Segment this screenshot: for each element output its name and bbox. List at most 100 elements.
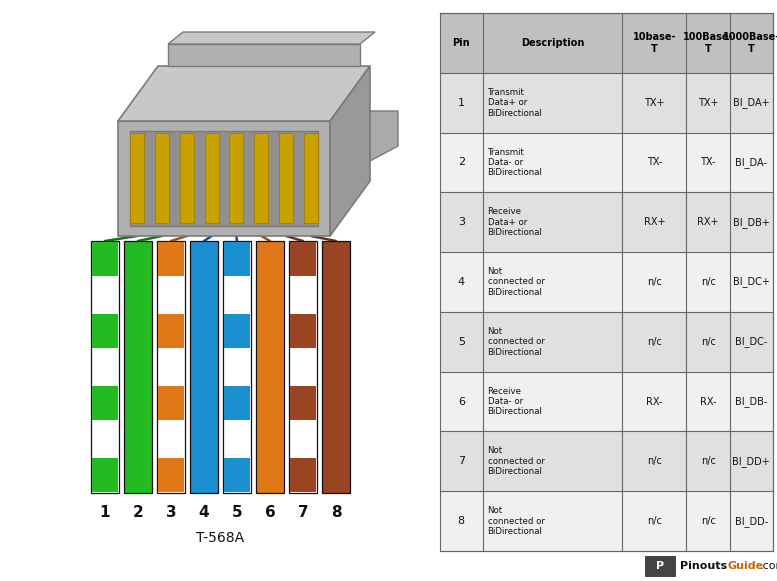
- Text: Description: Description: [521, 38, 584, 48]
- Polygon shape: [370, 111, 398, 161]
- Text: RX+: RX+: [697, 217, 719, 227]
- Bar: [256, 241, 284, 493]
- Bar: [130, 131, 318, 226]
- Text: 10base-
T: 10base- T: [632, 32, 676, 53]
- Text: n/c: n/c: [701, 456, 716, 467]
- Bar: [279, 133, 293, 223]
- Text: BI_DC-: BI_DC-: [735, 336, 768, 347]
- Text: n/c: n/c: [701, 516, 716, 526]
- Bar: [224, 242, 250, 276]
- Polygon shape: [168, 44, 360, 66]
- Bar: [158, 242, 184, 276]
- Text: 7: 7: [458, 456, 465, 467]
- Bar: [440, 432, 773, 491]
- Text: BI_DB+: BI_DB+: [733, 217, 770, 228]
- Bar: [92, 314, 118, 348]
- Text: RX+: RX+: [643, 217, 665, 227]
- Text: BI_DC+: BI_DC+: [733, 277, 770, 288]
- Text: BI_DA-: BI_DA-: [735, 157, 768, 168]
- Text: .com: .com: [760, 561, 777, 571]
- Bar: [290, 386, 316, 420]
- Text: 7: 7: [298, 505, 308, 520]
- Bar: [224, 458, 250, 492]
- Text: Guide: Guide: [727, 561, 763, 571]
- Bar: [118, 121, 330, 236]
- Text: 3: 3: [166, 505, 176, 520]
- Text: 4: 4: [458, 277, 465, 287]
- Text: TX-: TX-: [646, 157, 662, 167]
- Bar: [158, 458, 184, 492]
- Text: Not
connected or
BiDirectional: Not connected or BiDirectional: [488, 506, 545, 536]
- Bar: [440, 312, 773, 372]
- Text: TX+: TX+: [698, 98, 718, 107]
- Text: Transmit
Data- or
BiDirectional: Transmit Data- or BiDirectional: [488, 148, 542, 177]
- Bar: [130, 133, 144, 223]
- Text: 3: 3: [458, 217, 465, 227]
- Bar: [91, 241, 119, 493]
- Text: 5: 5: [458, 337, 465, 347]
- Bar: [92, 242, 118, 276]
- Text: P: P: [656, 561, 664, 571]
- Bar: [179, 133, 193, 223]
- Bar: [254, 133, 268, 223]
- Bar: [322, 241, 350, 493]
- Polygon shape: [118, 66, 370, 121]
- Bar: [204, 133, 218, 223]
- Text: BI_DD+: BI_DD+: [733, 456, 770, 467]
- Bar: [92, 458, 118, 492]
- Bar: [440, 13, 773, 73]
- Text: n/c: n/c: [647, 516, 662, 526]
- Text: 6: 6: [265, 505, 275, 520]
- Text: 5: 5: [232, 505, 242, 520]
- Text: RX-: RX-: [646, 397, 663, 407]
- Bar: [229, 133, 243, 223]
- Text: 4: 4: [199, 505, 209, 520]
- Text: 1000Base-
T: 1000Base- T: [723, 32, 777, 53]
- Bar: [223, 241, 251, 493]
- Text: Not
connected or
BiDirectional: Not connected or BiDirectional: [488, 327, 545, 357]
- Bar: [645, 556, 675, 576]
- Bar: [158, 314, 184, 348]
- Bar: [190, 241, 218, 493]
- Text: Not
connected or
BiDirectional: Not connected or BiDirectional: [488, 446, 545, 476]
- Bar: [155, 133, 169, 223]
- Text: T-568A: T-568A: [197, 531, 245, 545]
- Text: 100Base-
T: 100Base- T: [683, 32, 733, 53]
- Text: n/c: n/c: [647, 456, 662, 467]
- Bar: [124, 241, 152, 493]
- Text: 8: 8: [331, 505, 341, 520]
- Bar: [440, 192, 773, 252]
- Text: 8: 8: [458, 516, 465, 526]
- Text: Transmit
Data+ or
BiDirectional: Transmit Data+ or BiDirectional: [488, 88, 542, 117]
- Text: TX-: TX-: [700, 157, 716, 167]
- Text: 1: 1: [99, 505, 110, 520]
- Bar: [304, 133, 318, 223]
- Bar: [440, 132, 773, 192]
- Bar: [290, 314, 316, 348]
- Bar: [224, 386, 250, 420]
- Text: 2: 2: [458, 157, 465, 167]
- Bar: [290, 458, 316, 492]
- Bar: [290, 242, 316, 276]
- Text: BI_DB-: BI_DB-: [735, 396, 768, 407]
- Text: RX-: RX-: [700, 397, 716, 407]
- Bar: [92, 386, 118, 420]
- Text: n/c: n/c: [701, 277, 716, 287]
- Text: BI_DD-: BI_DD-: [735, 516, 768, 526]
- Polygon shape: [330, 66, 370, 236]
- Text: n/c: n/c: [647, 337, 662, 347]
- Bar: [158, 386, 184, 420]
- Text: 6: 6: [458, 397, 465, 407]
- Text: BI_DA+: BI_DA+: [733, 97, 770, 108]
- Text: Receive
Data- or
BiDirectional: Receive Data- or BiDirectional: [488, 387, 542, 417]
- Text: 2: 2: [133, 505, 144, 520]
- Text: Pinouts: Pinouts: [680, 561, 727, 571]
- Bar: [440, 252, 773, 312]
- Text: n/c: n/c: [647, 277, 662, 287]
- Polygon shape: [168, 32, 375, 44]
- Bar: [157, 241, 185, 493]
- Text: TX+: TX+: [644, 98, 664, 107]
- Text: n/c: n/c: [701, 337, 716, 347]
- Text: Pin: Pin: [452, 38, 470, 48]
- Bar: [289, 241, 317, 493]
